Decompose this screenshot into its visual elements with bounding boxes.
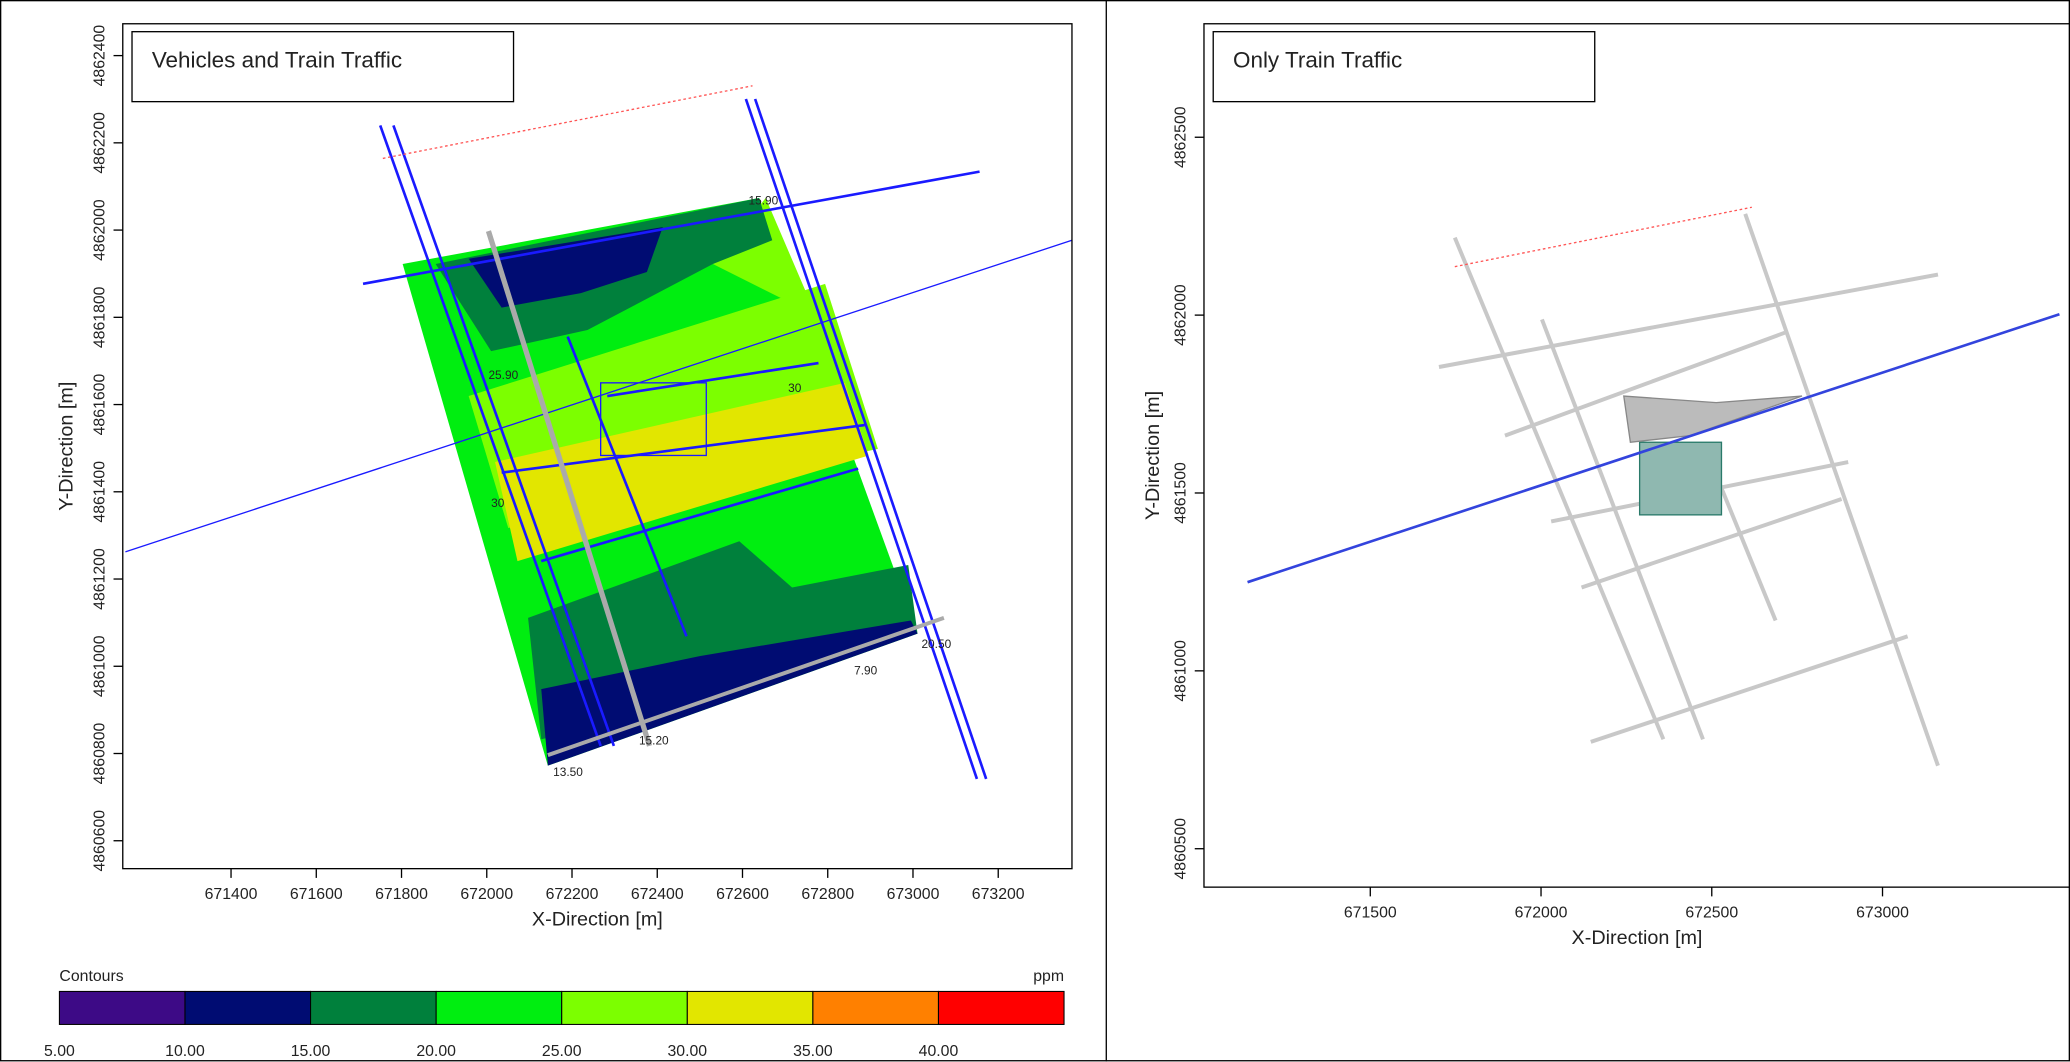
x-tick-label: 673200	[972, 886, 1025, 903]
colorbar-label: 35.00	[793, 1043, 833, 1060]
y-tick-label: 4861000	[91, 635, 108, 697]
y-tick-label: 4861800	[91, 286, 108, 348]
colorbar-segment	[59, 991, 185, 1024]
colorbar-segment	[185, 991, 311, 1024]
y-tick-label: 4861200	[91, 548, 108, 610]
y-tick-label: 4861500	[1172, 462, 1189, 524]
chart-title: Only Train Traffic	[1233, 47, 1402, 72]
x-tick-label: 672500	[1685, 905, 1738, 922]
y-tick-label: 4861000	[1172, 640, 1189, 702]
chart-title: Vehicles and Train Traffic	[152, 47, 402, 72]
colorbar-title: Contours	[59, 968, 123, 985]
contour-label: 20.50	[921, 637, 951, 651]
colorbar-segment	[562, 991, 688, 1024]
x-tick-label: 671600	[290, 886, 343, 903]
contour-label: 15.20	[639, 734, 669, 748]
contour-label: 15.90	[749, 194, 779, 208]
colorbar-label: 40.00	[919, 1043, 959, 1060]
y-axis-label: Y-Direction [m]	[1142, 391, 1164, 520]
source-map	[1248, 207, 2060, 765]
y-tick-label: 4860600	[91, 810, 108, 872]
contour-map	[125, 86, 1072, 779]
x-tick-label: 672800	[801, 886, 854, 903]
colorbar-label: 30.00	[667, 1043, 707, 1060]
y-tick-label: 4862400	[91, 25, 108, 87]
colorbar-label: 25.00	[542, 1043, 582, 1060]
colorbar-label: 20.00	[416, 1043, 456, 1060]
x-tick-label: 671800	[375, 886, 428, 903]
x-tick-label: 672200	[546, 886, 599, 903]
y-tick-label: 4860500	[1172, 818, 1189, 880]
colorbar-label: 10.00	[165, 1043, 205, 1060]
y-axis-label: Y-Direction [m]	[56, 382, 78, 511]
x-tick-label: 673000	[887, 886, 940, 903]
colorbar-unit: ppm	[1033, 968, 1064, 985]
x-tick-label: 672400	[631, 886, 684, 903]
x-tick-label: 672600	[716, 886, 769, 903]
colorbar-segment	[311, 991, 437, 1024]
y-tick-label: 4861400	[91, 461, 108, 523]
x-axis-label: X-Direction [m]	[1572, 927, 1703, 949]
y-tick-label: 4862000	[91, 199, 108, 261]
colorbar-segment	[436, 991, 562, 1024]
colorbar-segment	[938, 991, 1064, 1024]
x-tick-label: 671500	[1344, 905, 1397, 922]
contour-label: 30	[788, 381, 802, 395]
figure: 671400 671600 671800 672000 672200 672400 6726…	[0, 0, 2070, 1062]
colorbar-segment	[813, 991, 939, 1024]
y-tick-label: 4861600	[91, 374, 108, 436]
contour-label: 13.50	[553, 765, 583, 779]
y-tick-label: 4862500	[1172, 106, 1189, 168]
contour-label: 25.90	[488, 368, 518, 382]
colorbar-label: 5.00	[44, 1043, 75, 1060]
y-tick-label: 4860800	[91, 723, 108, 785]
figure-body: 671400 671600 671800 672000 672200 672400 6726…	[1, 0, 2070, 1061]
y-tick-label: 4862200	[91, 112, 108, 174]
colorbar-segment	[687, 991, 813, 1024]
y-tick-label: 4862000	[1172, 284, 1189, 346]
x-tick-label: 673000	[1856, 905, 1909, 922]
x-tick-label: 671400	[205, 886, 258, 903]
x-tick-label: 672000	[460, 886, 513, 903]
x-axis-label: X-Direction [m]	[532, 908, 663, 930]
contour-label: 7.90	[854, 664, 878, 678]
plot-frame	[1204, 24, 2070, 887]
x-tick-label: 672000	[1515, 905, 1568, 922]
contour-label: 30	[491, 496, 505, 510]
colorbar-label: 15.00	[291, 1043, 331, 1060]
